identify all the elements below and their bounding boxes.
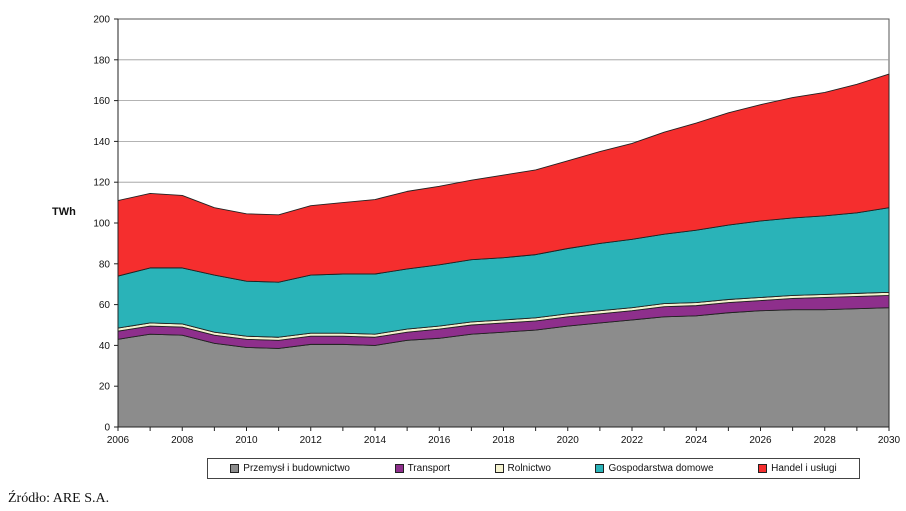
x-tick-label: 2026 <box>749 435 772 446</box>
legend-swatch <box>394 464 404 473</box>
legend-label: Handel i usługi <box>771 463 837 474</box>
y-tick-label: 40 <box>99 341 111 352</box>
x-tick-label: 2012 <box>300 435 323 446</box>
y-tick-label: 80 <box>99 259 111 270</box>
legend-item: Transport <box>394 463 450 474</box>
x-tick-label: 2016 <box>428 435 451 446</box>
y-tick-label: 20 <box>99 382 111 393</box>
legend-label: Rolnictwo <box>507 463 551 474</box>
y-tick-label: 0 <box>104 423 110 434</box>
y-tick-label: 100 <box>93 219 110 230</box>
area-series-5 <box>117 73 890 283</box>
legend-swatch <box>494 464 504 473</box>
source-note: Źródło: ARE S.A. <box>8 491 110 506</box>
y-tick-label: 140 <box>93 137 110 148</box>
legend-item: Rolnictwo <box>494 463 551 474</box>
y-tick-label: 120 <box>93 178 110 189</box>
legend-item: Przemysł i budownictwo <box>230 463 350 474</box>
x-tick-label: 2014 <box>364 435 387 446</box>
y-tick-label: 60 <box>99 300 111 311</box>
x-tick-label: 2030 <box>878 435 901 446</box>
x-tick-label: 2022 <box>621 435 644 446</box>
x-tick-label: 2024 <box>685 435 708 446</box>
x-tick-label: 2010 <box>235 435 258 446</box>
legend-swatch <box>595 464 605 473</box>
legend-item: Gospodarstwa domowe <box>595 463 714 474</box>
legend-label: Gospodarstwa domowe <box>608 463 714 474</box>
x-tick-label: 2006 <box>107 435 130 446</box>
y-tick-label: 160 <box>93 96 110 107</box>
x-tick-label: 2008 <box>171 435 194 446</box>
axes: 0 20 40 60 80 100 120 140 160 180 200 2006 2008 2010 2… <box>93 15 900 447</box>
stacked-areas <box>117 73 890 428</box>
legend: Przemysł i budownictwo Transport Rolnictwo… <box>207 458 860 479</box>
y-tick-label: 200 <box>93 15 110 26</box>
x-tick-label: 2020 <box>557 435 580 446</box>
legend-label: Transport <box>407 463 450 474</box>
legend-swatch <box>230 464 240 473</box>
legend-item: Handel i usługi <box>758 463 837 474</box>
legend-label: Przemysł i budownictwo <box>243 463 350 474</box>
y-tick-label: 180 <box>93 55 110 66</box>
x-tick-label: 2028 <box>814 435 837 446</box>
x-tick-label: 2018 <box>492 435 515 446</box>
y-axis-label: TWh <box>52 206 76 218</box>
legend-swatch <box>758 464 768 473</box>
